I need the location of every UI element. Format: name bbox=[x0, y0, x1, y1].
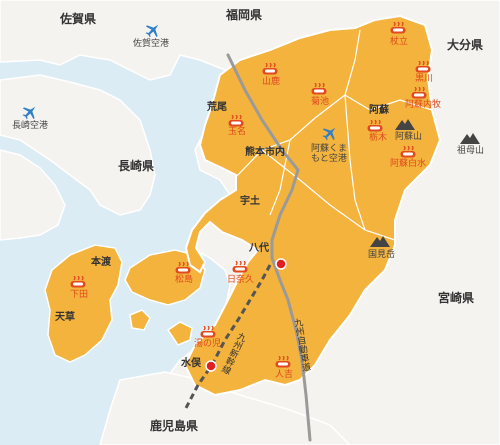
onsen-aso-shirakawa-label: 阿蘇白水 bbox=[390, 159, 427, 169]
region-uto: 宇土 bbox=[240, 196, 260, 207]
pref-fukuoka: 福岡県 bbox=[226, 8, 263, 22]
region-arao: 荒尾 bbox=[207, 102, 227, 113]
onsen-kurokawa-label: 黒川 bbox=[415, 74, 434, 84]
minamata-station bbox=[205, 360, 217, 372]
pref-oita: 大分県 bbox=[447, 38, 484, 52]
onsen-shimoda-label: 下田 bbox=[70, 290, 89, 300]
region-kumamoto-shinai: 熊本市内 bbox=[245, 147, 285, 158]
onsen-kikuchi-label: 菊池 bbox=[311, 97, 330, 107]
onsen-hitoyoshi-label: 人吉 bbox=[275, 370, 294, 380]
onsen-tochinoki-label: 栃木 bbox=[369, 133, 388, 143]
region-aso: 阿蘇 bbox=[369, 105, 389, 116]
region-minamata: 水俣 bbox=[181, 358, 201, 369]
pref-saga: 佐賀県 bbox=[60, 12, 97, 26]
sobosan-label: 祖母山 bbox=[457, 146, 485, 156]
kamiamakusa-island bbox=[124, 249, 206, 306]
region-yatsushiro: 八代 bbox=[249, 243, 269, 254]
kunimidake-label: 国見岳 bbox=[368, 250, 396, 260]
onsen-tamana-label: 玉名 bbox=[228, 127, 247, 137]
region-borders bbox=[234, 29, 433, 241]
pref-miyazaki: 宮崎県 bbox=[438, 291, 475, 305]
pref-nagasaki: 長崎県 bbox=[118, 159, 155, 173]
small-island-1 bbox=[166, 321, 193, 346]
kyushu-expressway bbox=[226, 53, 312, 442]
onsen-yamaga-label: 山鹿 bbox=[262, 77, 281, 87]
onsen-matsushima-label: 松島 bbox=[175, 275, 194, 285]
land-nagasaki-south bbox=[0, 149, 66, 241]
asosan-label: 阿蘇山 bbox=[395, 132, 423, 142]
land-nagasaki bbox=[0, 74, 156, 216]
onsen-aso-uchinomaki-label: 阿蘇内牧 bbox=[405, 100, 442, 110]
onsen-tsuetate-label: 杖立 bbox=[390, 37, 409, 47]
aso-kumamoto-airport-label: 阿蘇くまもと空港 bbox=[311, 144, 348, 165]
yatsushiro-station bbox=[275, 258, 287, 270]
amakusa-island bbox=[44, 244, 123, 363]
onsen-hinagu-label: 日奈久 bbox=[227, 275, 255, 285]
onsen-yunoko-label: 湯の児 bbox=[194, 339, 222, 349]
kyushu-shinkansen bbox=[184, 264, 272, 409]
region-amakusa: 天草 bbox=[55, 312, 75, 323]
region-hondo: 本渡 bbox=[91, 257, 111, 268]
pref-kagoshima: 鹿児島県 bbox=[150, 419, 199, 433]
saga-airport-label: 佐賀空港 bbox=[133, 39, 170, 49]
small-island-2 bbox=[129, 309, 151, 331]
nagasaki-airport-label: 長崎空港 bbox=[12, 121, 49, 131]
land-kagoshima bbox=[99, 371, 352, 445]
